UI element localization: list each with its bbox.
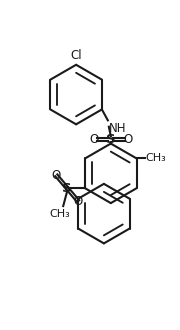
- Text: O: O: [73, 195, 83, 208]
- Text: S: S: [106, 133, 116, 146]
- Text: S: S: [62, 182, 72, 195]
- Text: O: O: [123, 133, 132, 146]
- Text: O: O: [52, 169, 61, 182]
- Text: CH₃: CH₃: [146, 153, 166, 163]
- Text: CH₃: CH₃: [50, 209, 71, 219]
- Text: O: O: [89, 133, 99, 146]
- Text: Cl: Cl: [70, 49, 82, 62]
- Text: NH: NH: [109, 122, 126, 135]
